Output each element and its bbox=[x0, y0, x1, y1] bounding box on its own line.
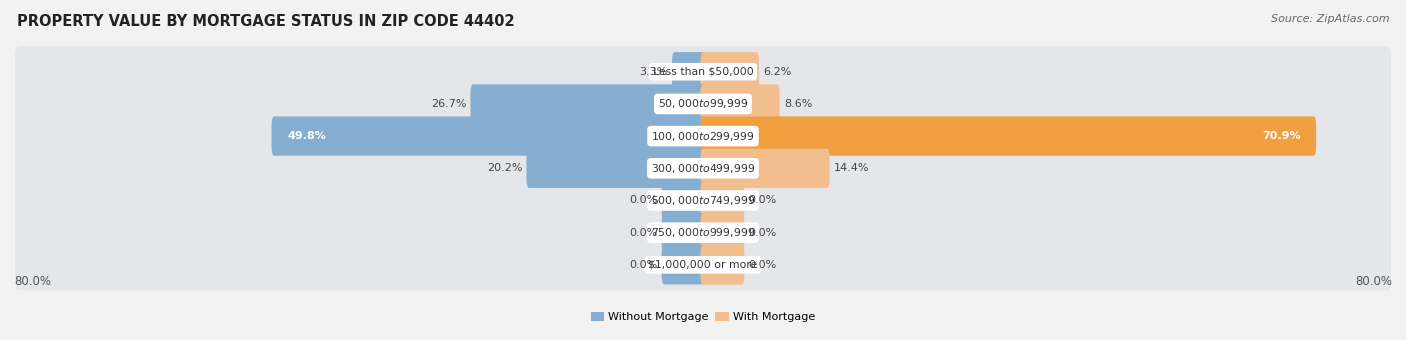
FancyBboxPatch shape bbox=[672, 52, 706, 91]
FancyBboxPatch shape bbox=[471, 84, 706, 123]
Text: $300,000 to $499,999: $300,000 to $499,999 bbox=[651, 162, 755, 175]
FancyBboxPatch shape bbox=[15, 46, 1391, 97]
Text: 14.4%: 14.4% bbox=[834, 163, 869, 173]
Legend: Without Mortgage, With Mortgage: Without Mortgage, With Mortgage bbox=[586, 308, 820, 327]
Text: 6.2%: 6.2% bbox=[763, 67, 792, 77]
Text: 8.6%: 8.6% bbox=[785, 99, 813, 109]
Text: 0.0%: 0.0% bbox=[748, 195, 778, 205]
FancyBboxPatch shape bbox=[526, 149, 706, 188]
Text: $500,000 to $749,999: $500,000 to $749,999 bbox=[651, 194, 755, 207]
Text: 80.0%: 80.0% bbox=[1355, 275, 1392, 288]
Text: 0.0%: 0.0% bbox=[628, 195, 658, 205]
FancyBboxPatch shape bbox=[700, 149, 830, 188]
FancyBboxPatch shape bbox=[15, 175, 1391, 226]
FancyBboxPatch shape bbox=[662, 213, 706, 252]
Text: 70.9%: 70.9% bbox=[1263, 131, 1301, 141]
Text: $750,000 to $999,999: $750,000 to $999,999 bbox=[651, 226, 755, 239]
FancyBboxPatch shape bbox=[15, 111, 1391, 162]
Text: Less than $50,000: Less than $50,000 bbox=[652, 67, 754, 77]
FancyBboxPatch shape bbox=[15, 79, 1391, 129]
Text: Source: ZipAtlas.com: Source: ZipAtlas.com bbox=[1271, 14, 1389, 23]
Text: 0.0%: 0.0% bbox=[748, 228, 778, 238]
Text: $50,000 to $99,999: $50,000 to $99,999 bbox=[658, 98, 748, 111]
FancyBboxPatch shape bbox=[662, 181, 706, 220]
FancyBboxPatch shape bbox=[700, 213, 744, 252]
Text: $1,000,000 or more: $1,000,000 or more bbox=[648, 260, 758, 270]
Text: 0.0%: 0.0% bbox=[628, 260, 658, 270]
FancyBboxPatch shape bbox=[15, 207, 1391, 258]
FancyBboxPatch shape bbox=[15, 143, 1391, 194]
Text: 20.2%: 20.2% bbox=[486, 163, 522, 173]
Text: 26.7%: 26.7% bbox=[430, 99, 467, 109]
Text: PROPERTY VALUE BY MORTGAGE STATUS IN ZIP CODE 44402: PROPERTY VALUE BY MORTGAGE STATUS IN ZIP… bbox=[17, 14, 515, 29]
Text: 0.0%: 0.0% bbox=[748, 260, 778, 270]
FancyBboxPatch shape bbox=[700, 117, 1316, 156]
Text: $100,000 to $299,999: $100,000 to $299,999 bbox=[651, 130, 755, 142]
FancyBboxPatch shape bbox=[15, 239, 1391, 290]
FancyBboxPatch shape bbox=[662, 245, 706, 285]
Text: 3.3%: 3.3% bbox=[640, 67, 668, 77]
Text: 49.8%: 49.8% bbox=[287, 131, 326, 141]
FancyBboxPatch shape bbox=[700, 245, 744, 285]
Text: 0.0%: 0.0% bbox=[628, 228, 658, 238]
FancyBboxPatch shape bbox=[700, 84, 780, 123]
FancyBboxPatch shape bbox=[271, 117, 706, 156]
FancyBboxPatch shape bbox=[700, 181, 744, 220]
Text: 80.0%: 80.0% bbox=[14, 275, 51, 288]
FancyBboxPatch shape bbox=[700, 52, 759, 91]
